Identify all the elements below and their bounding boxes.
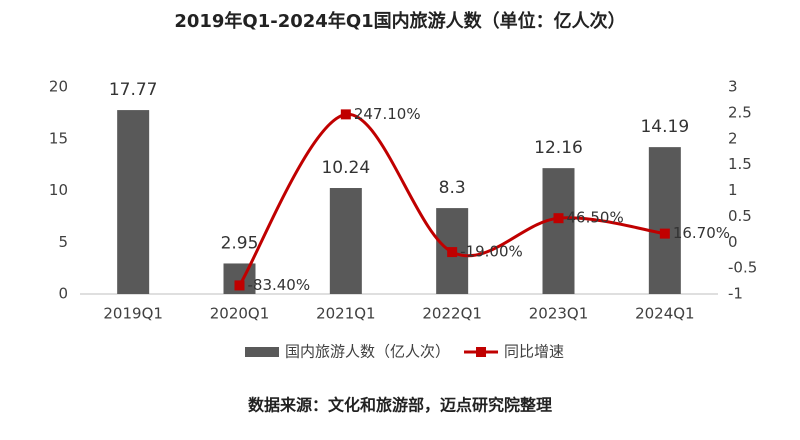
y-tick-label: 15 xyxy=(49,129,68,147)
line-value-label: 16.70% xyxy=(673,224,730,242)
x-tick-label: 2023Q1 xyxy=(529,305,589,323)
line-value-label: -19.00% xyxy=(460,243,523,261)
line-marker xyxy=(659,228,670,239)
y2-tick-label: 1.5 xyxy=(728,155,752,173)
y-tick-label: 10 xyxy=(49,181,68,199)
legend-swatch xyxy=(476,347,487,357)
line-value-label: -83.40% xyxy=(248,276,311,294)
y-tick-label: 5 xyxy=(58,233,68,251)
y2-tick-label: 0 xyxy=(728,233,738,251)
y2-tick-label: 2.5 xyxy=(728,103,752,121)
chart-title: 2019年Q1-2024年Q1国内旅游人数（单位：亿人次） xyxy=(174,10,625,32)
x-tick-label: 2019Q1 xyxy=(103,305,163,323)
bar xyxy=(117,110,150,294)
x-tick-label: 2022Q1 xyxy=(422,305,482,323)
line-value-label: 247.10% xyxy=(354,105,421,123)
line-marker xyxy=(234,280,245,291)
legend-label: 国内旅游人数（亿人次） xyxy=(285,343,450,361)
y2-tick-label: -0.5 xyxy=(728,259,757,277)
y2-tick-label: 1 xyxy=(728,181,738,199)
y-tick-label: 20 xyxy=(49,78,68,96)
y2-tick-label: 0.5 xyxy=(728,207,752,225)
x-tick-label: 2021Q1 xyxy=(316,305,376,323)
y-tick-label: 0 xyxy=(58,285,68,303)
bar-value-label: 2.95 xyxy=(221,233,259,253)
bar-value-label: 12.16 xyxy=(534,138,583,158)
line-value-label: 46.50% xyxy=(567,209,624,227)
legend-swatch xyxy=(245,347,279,357)
source-note: 数据来源：文化和旅游部，迈点研究院整理 xyxy=(248,396,552,415)
bar-value-label: 10.24 xyxy=(321,158,370,178)
y2-tick-label: 3 xyxy=(728,78,738,96)
bar xyxy=(648,147,681,294)
line-marker xyxy=(447,247,458,258)
bar xyxy=(329,188,362,294)
bar xyxy=(542,168,575,294)
line-marker xyxy=(340,109,351,120)
line xyxy=(238,112,666,287)
bar-value-label: 8.3 xyxy=(439,178,466,198)
y2-tick-label: -1 xyxy=(728,285,743,303)
bar-value-label: 14.19 xyxy=(640,117,689,137)
x-tick-label: 2020Q1 xyxy=(210,305,270,323)
x-tick-label: 2024Q1 xyxy=(635,305,695,323)
y2-tick-label: 2 xyxy=(728,129,738,147)
bar-value-label: 17.77 xyxy=(109,80,158,100)
line-marker xyxy=(553,213,564,224)
legend-label: 同比增速 xyxy=(504,343,564,361)
